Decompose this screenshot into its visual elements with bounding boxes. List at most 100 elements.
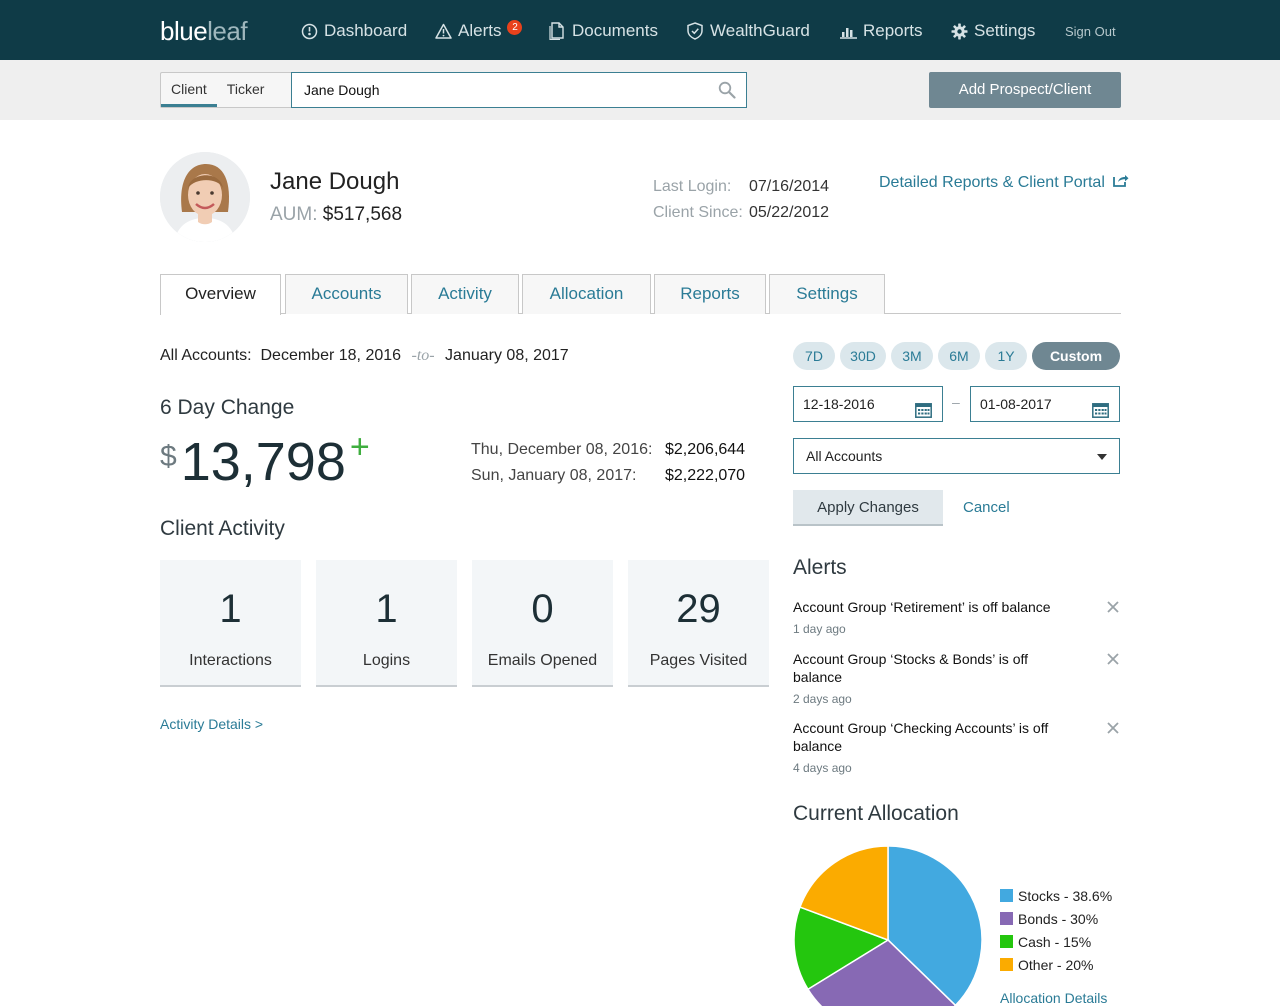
compare-dates: Thu, December 08, 2016: Sun, January 08,…	[471, 437, 652, 489]
compare-end-value: $2,222,070	[665, 467, 746, 484]
chevron-down-icon	[1097, 454, 1107, 460]
tab-activity[interactable]: Activity	[411, 274, 519, 314]
logins-label: Logins	[362, 652, 411, 669]
alert-time: 2 days ago	[793, 692, 852, 706]
aum-label: AUM:	[270, 204, 318, 225]
client-search-box	[291, 72, 747, 108]
alerts-count-badge: 2	[507, 19, 523, 35]
alert-item: Account Group ‘Retirement’ is off balanc…	[793, 598, 1073, 638]
nav-settings-label: Settings	[974, 21, 1036, 40]
pages-visited-label: Pages Visited	[649, 652, 748, 669]
close-icon[interactable]	[1106, 652, 1120, 666]
nav-wealthguard[interactable]: WealthGuard	[686, 20, 810, 42]
date-range-prefix: All Accounts:	[160, 347, 252, 364]
current-allocation-title: Current Allocation	[793, 802, 959, 825]
client-aum: AUM: $517,568	[270, 204, 402, 226]
nav-dashboard[interactable]: Dashboard	[300, 20, 407, 42]
tab-accounts[interactable]: Accounts	[285, 274, 408, 314]
client-meta-values: 07/16/2014 05/22/2012	[749, 174, 829, 226]
close-icon[interactable]	[1106, 721, 1120, 735]
aum-value: $517,568	[322, 204, 403, 225]
apply-changes-button[interactable]: Apply Changes	[793, 490, 943, 526]
nav-wealthguard-label: WealthGuard	[710, 21, 810, 40]
alert-item: Account Group ‘Stocks & Bonds’ is off ba…	[793, 650, 1073, 708]
activity-card-logins: 1 Logins	[316, 560, 457, 687]
legend-item-cash: Cash - 15%	[1000, 930, 1112, 953]
allocation-legend: Stocks - 38.6% Bonds - 30% Cash - 15% Ot…	[1000, 884, 1112, 976]
range-6m-button[interactable]: 6M	[938, 342, 980, 370]
cancel-link[interactable]: Cancel	[963, 499, 1010, 516]
range-7d-button[interactable]: 7D	[793, 342, 835, 370]
range-30d-button[interactable]: 30D	[840, 342, 886, 370]
range-custom-button[interactable]: Custom	[1032, 342, 1120, 370]
external-link-icon	[1105, 174, 1129, 192]
client-search-input[interactable]	[292, 73, 692, 107]
tab-overview[interactable]: Overview	[160, 274, 281, 315]
nav-alerts[interactable]: Alerts 2	[434, 19, 523, 42]
bar-chart-icon	[839, 22, 857, 40]
pie-slice-stocks	[887, 845, 983, 1006]
alert-text: Account Group ‘Retirement’ is off balanc…	[793, 599, 1051, 615]
allocation-details-link[interactable]: Allocation Details	[1000, 990, 1108, 1006]
legend-swatch	[1000, 912, 1013, 925]
nav-settings[interactable]: Settings	[950, 20, 1035, 42]
accounts-select-value: All Accounts	[806, 448, 883, 464]
alert-text: Account Group ‘Stocks & Bonds’ is off ba…	[793, 651, 1029, 685]
tab-settings[interactable]: Settings	[769, 274, 885, 314]
legend-swatch	[1000, 935, 1013, 948]
range-3m-button[interactable]: 3M	[891, 342, 933, 370]
last-login-value: 07/16/2014	[749, 178, 830, 195]
sign-out-link[interactable]: Sign Out	[1065, 24, 1116, 39]
warning-icon	[434, 22, 452, 40]
search-mode-client[interactable]: Client	[161, 73, 217, 107]
interactions-count: 1	[219, 587, 242, 631]
pie-slice-other	[798, 845, 889, 942]
search-icon[interactable]	[718, 81, 736, 104]
range-1y-button[interactable]: 1Y	[985, 342, 1027, 370]
date-separator: –	[952, 394, 960, 410]
date-range-to: -to-	[411, 347, 435, 364]
client-meta-labels: Last Login: Client Since:	[653, 174, 743, 226]
legend-swatch	[1000, 958, 1013, 971]
calendar-icon[interactable]	[915, 396, 932, 430]
pie-slice-cash	[793, 906, 890, 991]
start-date-input[interactable]: 12-18-2016	[793, 386, 943, 422]
alert-time: 1 day ago	[793, 622, 846, 636]
client-avatar	[160, 152, 250, 242]
add-prospect-client-button[interactable]: Add Prospect/Client	[929, 72, 1121, 108]
end-date-input[interactable]: 01-08-2017	[970, 386, 1120, 422]
legend-item-bonds: Bonds - 30%	[1000, 907, 1112, 930]
client-since-value: 05/22/2012	[749, 204, 830, 221]
nav-documents[interactable]: Documents	[548, 20, 658, 42]
change-currency: $	[160, 440, 177, 473]
logins-count: 1	[375, 587, 398, 631]
start-date-value: 12-18-2016	[803, 396, 875, 412]
search-strip: Client Ticker Add Prospect/Client	[0, 60, 1280, 120]
calendar-icon[interactable]	[1092, 396, 1109, 430]
date-range-end: January 08, 2017	[445, 347, 569, 364]
compare-end-date: Sun, January 08, 2017:	[471, 467, 637, 484]
tab-reports[interactable]: Reports	[654, 274, 766, 314]
client-tabs: Overview Accounts Activity Allocation Re…	[160, 274, 1121, 315]
nav-reports[interactable]: Reports	[839, 20, 923, 42]
search-mode-ticker[interactable]: Ticker	[226, 81, 265, 97]
client-portal-link[interactable]: Detailed Reports & Client Portal	[879, 174, 1129, 192]
date-range-summary: All Accounts: December 18, 2016 -to- Jan…	[160, 347, 569, 365]
end-date-value: 01-08-2017	[980, 396, 1052, 412]
close-icon[interactable]	[1106, 600, 1120, 614]
blueleaf-logo[interactable]: blueleaf	[160, 16, 248, 47]
shield-icon	[686, 22, 704, 40]
dashboard-icon	[300, 22, 318, 40]
gear-icon	[950, 22, 968, 40]
change-positive-sign: +	[349, 428, 370, 466]
allocation-pie-chart	[793, 845, 983, 1006]
date-range-start: December 18, 2016	[260, 347, 402, 364]
tab-allocation[interactable]: Allocation	[522, 274, 651, 314]
change-amount: $ 13,798 +	[160, 428, 370, 492]
documents-icon	[548, 22, 566, 40]
search-mode-toggle: Client Ticker	[160, 72, 292, 108]
accounts-select[interactable]: All Accounts	[793, 438, 1120, 474]
activity-details-link[interactable]: Activity Details >	[160, 716, 264, 732]
last-login-label: Last Login:	[653, 178, 732, 195]
pie-slice-bonds	[806, 939, 957, 1006]
